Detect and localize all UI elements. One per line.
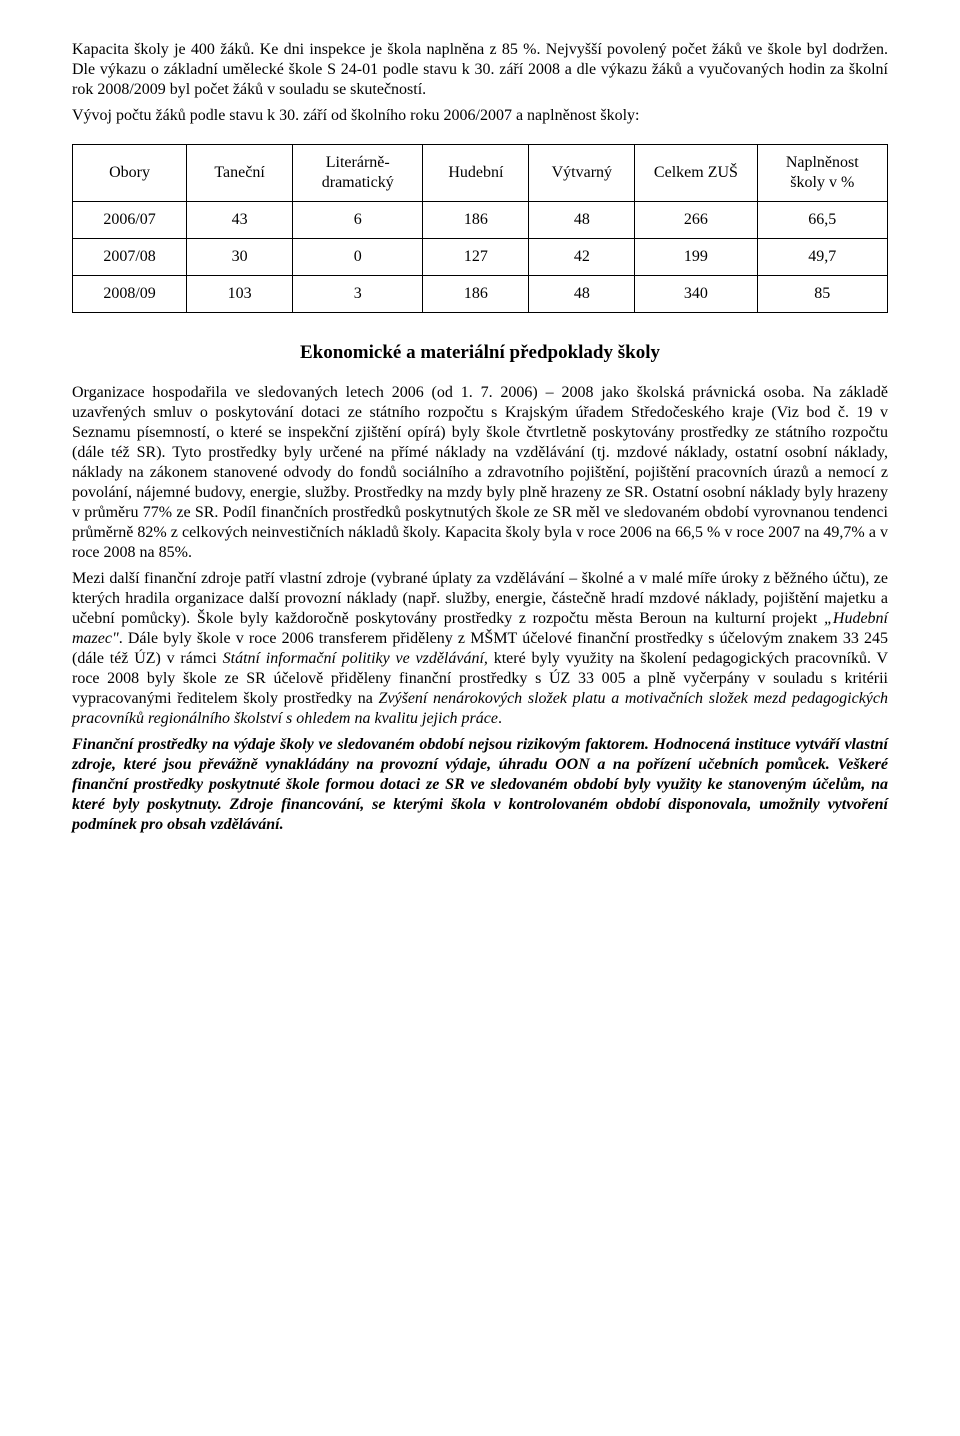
body-paragraph-1: Organizace hospodařila ve sledovaných le… [72, 383, 888, 563]
table-header-cell: Výtvarný [529, 145, 635, 202]
body-bold-italic: Finanční prostředky na výdaje školy ve s… [72, 735, 888, 835]
table-row: 2006/074361864826666,5 [73, 202, 888, 239]
table-cell: 42 [529, 239, 635, 276]
table-cell: 85 [757, 276, 887, 313]
table-row: 2008/0910331864834085 [73, 276, 888, 313]
table-header-cell: Celkem ZUŠ [635, 145, 757, 202]
table-header-cell: Hudební [423, 145, 529, 202]
table-header-cell: Literárně-dramatický [293, 145, 423, 202]
table-cell: 103 [187, 276, 293, 313]
table-cell: 266 [635, 202, 757, 239]
table-header-cell: Naplněnostškoly v % [757, 145, 887, 202]
table-cell: 2008/09 [73, 276, 187, 313]
table-header-cell: Obory [73, 145, 187, 202]
body-p2-d: . [498, 710, 502, 727]
table-cell: 48 [529, 202, 635, 239]
table-cell: 0 [293, 239, 423, 276]
body-p2-a: Mezi další finanční zdroje patří vlastní… [72, 570, 888, 627]
table-cell: 2007/08 [73, 239, 187, 276]
body-paragraph-2: Mezi další finanční zdroje patří vlastní… [72, 569, 888, 729]
table-cell: 340 [635, 276, 757, 313]
table-cell: 49,7 [757, 239, 887, 276]
table-cell: 66,5 [757, 202, 887, 239]
table-cell: 30 [187, 239, 293, 276]
table-row: 2007/083001274219949,7 [73, 239, 888, 276]
table-cell: 2006/07 [73, 202, 187, 239]
table-cell: 3 [293, 276, 423, 313]
table-header-row: OboryTanečníLiterárně-dramatickýHudebníV… [73, 145, 888, 202]
table-cell: 43 [187, 202, 293, 239]
table-cell: 186 [423, 276, 529, 313]
table-cell: 127 [423, 239, 529, 276]
table-header-cell: Taneční [187, 145, 293, 202]
section-title: Ekonomické a materiální předpoklady škol… [72, 341, 888, 365]
table-cell: 186 [423, 202, 529, 239]
capacity-table: OboryTanečníLiterárně-dramatickýHudebníV… [72, 144, 888, 313]
intro-paragraph-2: Vývoj počtu žáků podle stavu k 30. září … [72, 106, 888, 126]
intro-paragraph-1: Kapacita školy je 400 žáků. Ke dni inspe… [72, 40, 888, 100]
table-cell: 199 [635, 239, 757, 276]
table-body: 2006/074361864826666,52007/0830012742199… [73, 202, 888, 313]
table-cell: 6 [293, 202, 423, 239]
table-cell: 48 [529, 276, 635, 313]
body-p2-italic-2: Státní informační politiky ve vzdělávání… [223, 650, 488, 667]
